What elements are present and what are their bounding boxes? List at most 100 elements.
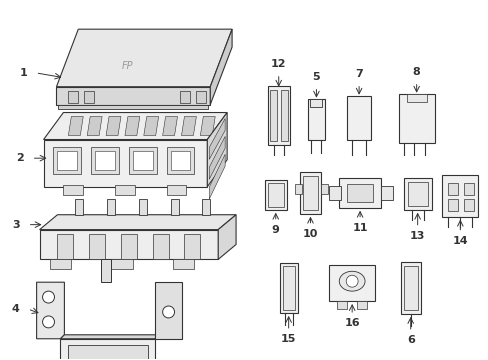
Text: 13: 13 <box>409 230 425 240</box>
Polygon shape <box>107 199 115 215</box>
Bar <box>407 182 427 206</box>
Bar <box>398 94 434 143</box>
Text: 4: 4 <box>12 304 20 314</box>
Bar <box>346 96 370 140</box>
Bar <box>463 199 473 211</box>
Polygon shape <box>75 199 83 215</box>
Polygon shape <box>40 230 218 260</box>
Bar <box>307 99 325 140</box>
Polygon shape <box>101 260 111 282</box>
Polygon shape <box>87 117 102 136</box>
Polygon shape <box>61 335 158 339</box>
Bar <box>267 86 289 145</box>
Text: 12: 12 <box>270 59 286 69</box>
Bar <box>403 178 431 210</box>
Bar <box>63 185 83 195</box>
Text: 16: 16 <box>344 318 359 328</box>
Polygon shape <box>196 91 206 103</box>
Polygon shape <box>170 199 178 215</box>
Text: 3: 3 <box>12 220 20 230</box>
Bar <box>91 148 119 175</box>
Bar <box>264 180 286 210</box>
Bar <box>337 301 346 309</box>
Bar <box>346 184 372 202</box>
Text: 5: 5 <box>312 72 320 82</box>
Bar <box>279 264 297 313</box>
Polygon shape <box>61 339 154 360</box>
Bar <box>463 183 473 195</box>
Bar <box>115 185 135 195</box>
Polygon shape <box>209 136 224 179</box>
Polygon shape <box>209 154 224 199</box>
Text: 14: 14 <box>451 235 467 246</box>
Polygon shape <box>202 199 210 215</box>
Bar <box>380 186 392 200</box>
Bar <box>447 183 457 195</box>
Bar <box>339 178 380 208</box>
Bar <box>184 234 200 260</box>
Polygon shape <box>180 91 190 103</box>
Polygon shape <box>218 215 236 260</box>
Bar <box>310 99 322 107</box>
Polygon shape <box>43 140 207 187</box>
Circle shape <box>42 316 54 328</box>
Bar <box>299 172 321 214</box>
Bar <box>282 266 294 310</box>
Bar <box>328 265 374 301</box>
Polygon shape <box>210 29 232 105</box>
Text: 11: 11 <box>352 222 367 233</box>
Polygon shape <box>68 91 78 103</box>
Text: 2: 2 <box>16 153 23 163</box>
Circle shape <box>346 275 357 287</box>
Polygon shape <box>49 260 71 269</box>
Ellipse shape <box>339 271 365 291</box>
Polygon shape <box>56 29 232 87</box>
Polygon shape <box>154 282 182 339</box>
Bar <box>403 266 417 310</box>
Bar <box>166 185 186 195</box>
Polygon shape <box>181 117 196 136</box>
Bar <box>166 148 194 175</box>
Circle shape <box>163 306 174 318</box>
Bar <box>356 301 366 309</box>
Text: 6: 6 <box>406 335 414 345</box>
Polygon shape <box>163 117 177 136</box>
Bar <box>267 183 283 207</box>
Polygon shape <box>68 117 83 136</box>
Polygon shape <box>200 117 215 136</box>
Bar <box>129 148 156 175</box>
Bar <box>170 152 190 171</box>
Polygon shape <box>172 260 194 269</box>
Polygon shape <box>143 117 158 136</box>
Polygon shape <box>209 118 224 159</box>
Polygon shape <box>139 199 146 215</box>
Bar <box>269 90 276 141</box>
Bar <box>302 176 318 210</box>
Bar <box>328 186 341 200</box>
Bar <box>89 234 105 260</box>
Text: 1: 1 <box>20 68 27 78</box>
Bar <box>57 234 73 260</box>
Bar <box>400 262 420 314</box>
Text: FP: FP <box>122 61 133 71</box>
Bar <box>442 175 477 217</box>
Circle shape <box>42 291 54 303</box>
Polygon shape <box>56 87 210 105</box>
Bar <box>133 152 152 171</box>
Polygon shape <box>40 215 236 230</box>
Text: 9: 9 <box>271 225 279 235</box>
Bar <box>152 234 168 260</box>
Bar <box>294 184 301 194</box>
Bar <box>53 148 81 175</box>
Polygon shape <box>124 117 140 136</box>
Bar <box>95 152 115 171</box>
Polygon shape <box>37 282 64 339</box>
Bar <box>447 199 457 211</box>
Text: 10: 10 <box>302 229 318 239</box>
Bar <box>321 184 327 194</box>
Polygon shape <box>207 113 226 187</box>
Polygon shape <box>111 260 133 269</box>
Text: 7: 7 <box>354 69 362 79</box>
Polygon shape <box>68 345 147 360</box>
Polygon shape <box>59 105 208 109</box>
